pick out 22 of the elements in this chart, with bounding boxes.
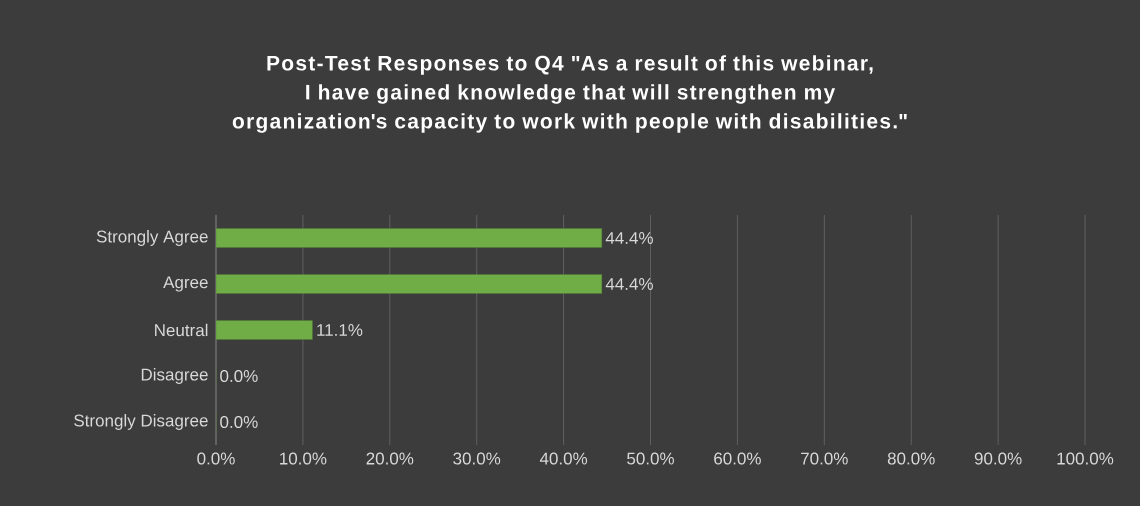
data-label: 0.0% [220, 369, 258, 383]
y-tick-label: Disagree [141, 368, 208, 384]
x-tick-label: 70.0% [801, 452, 848, 465]
y-tick-label: Strongly Disagree [74, 414, 208, 430]
chart-title: Post-Test Responses to Q4 "As a result of this webinar, I have gained knowledge that will strengthen my organization's capacity to work with people with disabilities." [232, 55, 907, 133]
y-tick-label: Agree [163, 276, 208, 292]
x-tick-label: 0.0% [197, 452, 235, 465]
y-tick-label: Neutral [155, 323, 208, 337]
y-tick-label: Strongly Agree [96, 230, 208, 246]
x-tick-label: 30.0% [453, 452, 501, 465]
x-tick-label: 10.0% [280, 452, 327, 465]
x-tick-label: 20.0% [366, 452, 414, 465]
data-label: 11.1% [317, 324, 363, 336]
x-tick-label: 90.0% [974, 452, 1022, 465]
x-tick-label: 60.0% [714, 452, 761, 465]
x-tick-label: 50.0% [627, 452, 674, 465]
x-tick-label: 40.0% [539, 452, 588, 465]
x-tick-label: 80.0% [887, 452, 935, 465]
data-label: 0.0% [220, 415, 258, 429]
x-tick-label: 100.0% [1057, 452, 1114, 465]
data-label: 44.4% [605, 278, 653, 290]
data-label: 44.4% [605, 232, 653, 244]
